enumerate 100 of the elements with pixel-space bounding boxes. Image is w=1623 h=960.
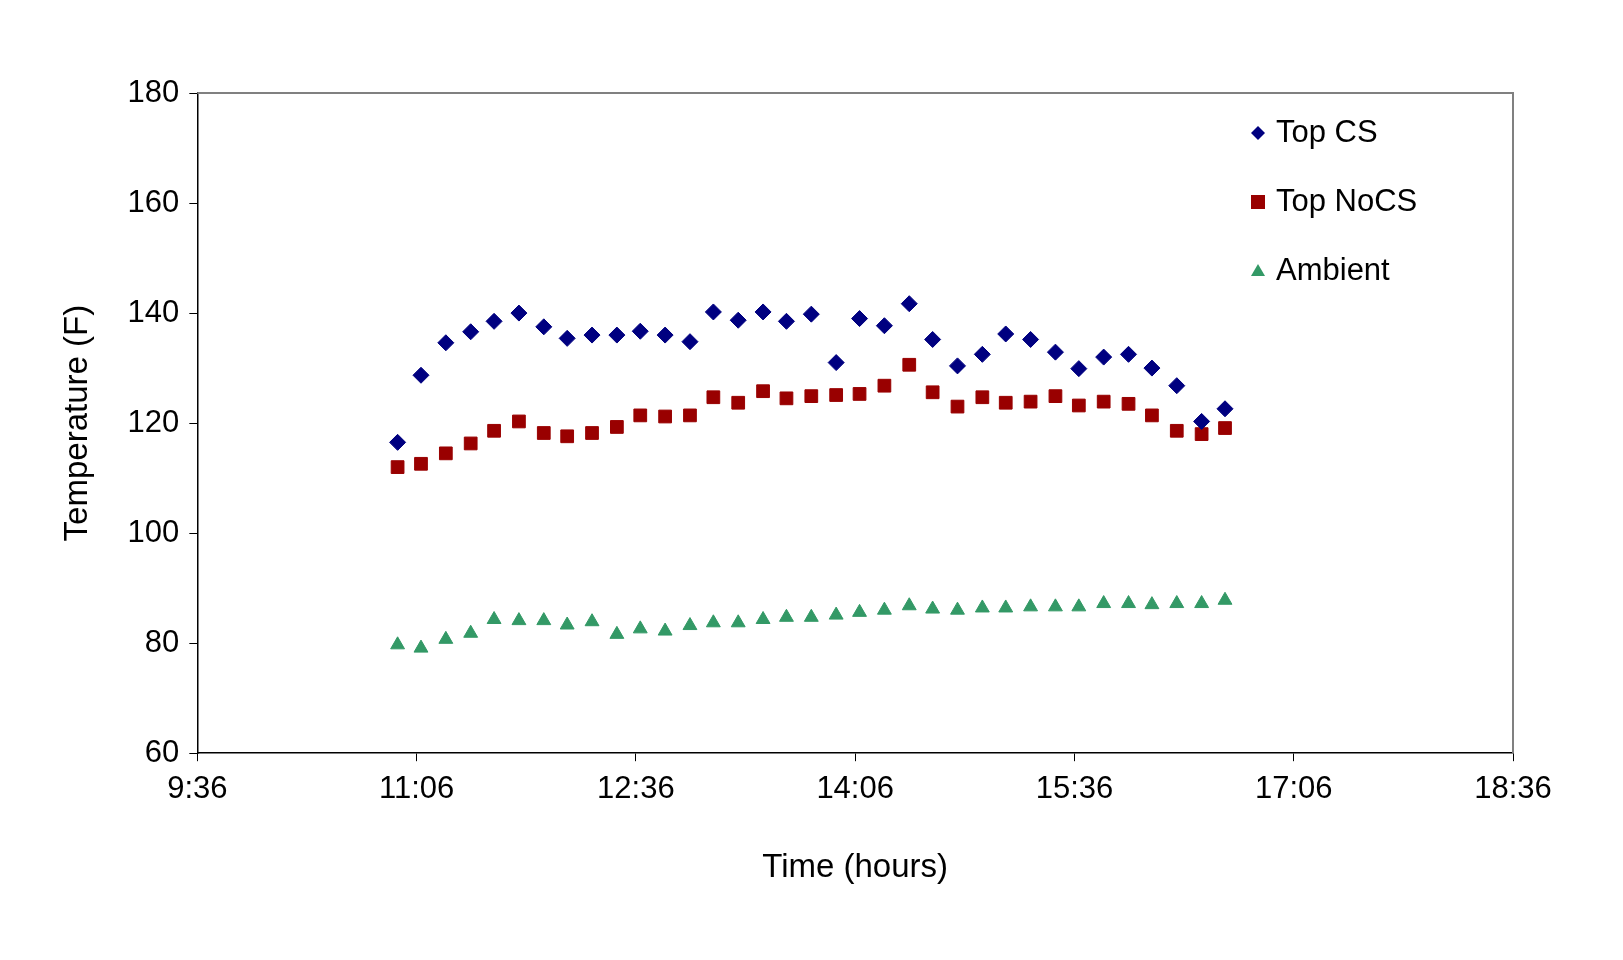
point xyxy=(658,409,672,424)
point xyxy=(829,388,844,402)
legend-label: Top CS xyxy=(1276,113,1378,149)
point xyxy=(1071,598,1087,612)
point xyxy=(851,310,869,328)
y-tick-label: 60 xyxy=(144,733,180,769)
x-tick-label: 11:06 xyxy=(378,770,455,806)
point xyxy=(511,612,527,626)
point xyxy=(462,323,480,341)
point xyxy=(901,597,917,611)
point xyxy=(877,378,892,393)
point xyxy=(412,366,430,384)
point xyxy=(390,636,406,650)
point xyxy=(632,620,648,634)
y-tick-label: 180 xyxy=(127,73,180,109)
point xyxy=(705,614,721,628)
point xyxy=(755,611,771,625)
point xyxy=(998,599,1014,613)
point xyxy=(1144,596,1160,610)
y-tick-label: 100 xyxy=(127,513,180,549)
point xyxy=(681,333,699,351)
point xyxy=(1216,400,1234,418)
point xyxy=(804,389,819,404)
point xyxy=(706,390,721,405)
point xyxy=(1121,396,1136,411)
legend-label: Top NoCS xyxy=(1276,182,1418,218)
point xyxy=(1022,330,1040,348)
point xyxy=(756,384,770,399)
point xyxy=(1096,394,1111,409)
x-tick-label: 12:36 xyxy=(597,770,675,806)
point xyxy=(1121,595,1136,609)
point xyxy=(1048,389,1063,404)
legend-label: Ambient xyxy=(1276,251,1391,287)
point xyxy=(925,600,941,614)
point xyxy=(1218,421,1232,435)
point xyxy=(683,408,697,423)
y-tick-label: 160 xyxy=(127,183,180,219)
point xyxy=(827,354,845,372)
point xyxy=(438,446,453,461)
point xyxy=(1023,598,1039,612)
point xyxy=(997,325,1015,343)
point xyxy=(900,295,918,313)
point xyxy=(610,420,624,434)
point xyxy=(1071,398,1086,413)
point xyxy=(512,414,526,429)
point xyxy=(559,616,575,630)
point xyxy=(438,630,454,644)
point xyxy=(950,399,965,414)
point xyxy=(389,433,407,451)
point xyxy=(1145,408,1159,423)
point xyxy=(1095,348,1113,366)
point xyxy=(1217,591,1233,605)
point xyxy=(609,625,625,639)
point xyxy=(1096,595,1112,609)
x-axis-title: Time (hours) xyxy=(762,847,949,885)
point xyxy=(633,408,648,423)
point xyxy=(536,426,551,440)
point xyxy=(487,423,501,438)
point xyxy=(974,599,990,613)
point xyxy=(631,322,649,340)
point xyxy=(852,603,867,617)
y-tick-label: 140 xyxy=(127,293,180,329)
point xyxy=(536,612,552,626)
point xyxy=(1120,345,1138,363)
point xyxy=(902,357,917,372)
y-tick-label: 80 xyxy=(144,623,180,659)
point xyxy=(1046,343,1064,361)
point xyxy=(803,608,819,622)
point xyxy=(730,614,746,628)
point xyxy=(975,390,990,405)
point xyxy=(950,601,965,615)
point xyxy=(779,391,794,406)
point xyxy=(948,357,966,375)
point xyxy=(973,345,991,363)
point xyxy=(1169,595,1185,609)
point xyxy=(390,460,405,474)
point xyxy=(1193,412,1211,430)
point xyxy=(437,334,455,352)
point xyxy=(1143,359,1161,377)
point xyxy=(875,317,893,335)
point xyxy=(1169,423,1184,438)
point xyxy=(558,329,576,347)
point xyxy=(535,318,553,336)
point xyxy=(998,395,1013,410)
point xyxy=(657,622,673,636)
point xyxy=(584,613,600,627)
y-axis-title: Temperature (F) xyxy=(56,304,94,542)
x-tick-label: 14:06 xyxy=(816,770,894,806)
point xyxy=(485,312,503,330)
point xyxy=(1070,360,1088,378)
point xyxy=(704,303,722,321)
x-tick-label: 18:36 xyxy=(1474,770,1552,806)
point xyxy=(777,312,795,330)
x-tick-label: 9:36 xyxy=(167,770,228,806)
point xyxy=(876,601,892,615)
point xyxy=(414,456,428,471)
point xyxy=(1048,598,1063,612)
point xyxy=(924,330,942,348)
point xyxy=(413,639,429,653)
point xyxy=(682,617,698,631)
